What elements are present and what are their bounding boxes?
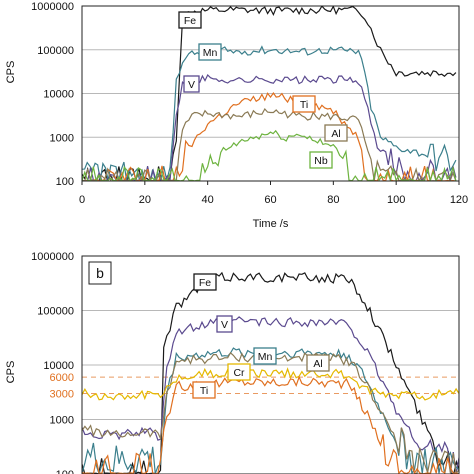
series-label: Mn bbox=[258, 351, 273, 363]
x-tick-label: 120 bbox=[450, 194, 468, 206]
y-tick-label: 100 bbox=[56, 469, 74, 474]
y-tick-label: 10000 bbox=[43, 360, 74, 372]
y-tick-label: 100000 bbox=[37, 306, 74, 318]
panel-label-box bbox=[88, 261, 112, 285]
x-axis-label: Time /s bbox=[253, 218, 289, 230]
reference-line-label: 6000 bbox=[50, 372, 74, 384]
series-label: Fe bbox=[184, 15, 196, 27]
y-tick-label: 1000000 bbox=[31, 251, 74, 263]
series-label-box bbox=[309, 151, 333, 169]
y-axis-label: CPS bbox=[5, 61, 17, 84]
x-tick-label: 0 bbox=[79, 194, 85, 206]
series-label-box bbox=[192, 381, 216, 399]
series-line-v bbox=[82, 316, 459, 474]
series-line-al bbox=[82, 351, 459, 474]
chart-panel-1: 100 1000 10000 100000 1000000 Fe Mn V Ti Al Nb 0 20 4… bbox=[5, 1, 468, 230]
y-tick-label: 10000 bbox=[43, 89, 74, 101]
x-tick-label: 80 bbox=[327, 194, 339, 206]
series-label: Al bbox=[313, 358, 322, 370]
chart-panel-2: 100 1000 10000 100000 1000000 6000 3000 Fe V Mn Al… bbox=[5, 251, 460, 474]
series-line-fe bbox=[82, 271, 459, 474]
series-line-cr bbox=[82, 366, 459, 401]
series-label-box bbox=[292, 95, 316, 113]
series-label-box bbox=[198, 43, 222, 61]
series-label-box bbox=[193, 273, 217, 291]
series-line-v bbox=[82, 73, 457, 181]
plot-frame bbox=[81, 255, 460, 474]
series-label-box bbox=[216, 315, 233, 333]
series-label-box bbox=[227, 363, 251, 381]
y-axis-label: CPS bbox=[5, 361, 17, 384]
series-label-box bbox=[324, 124, 348, 142]
series-label: Nb bbox=[314, 155, 328, 167]
y-tick-label: 1000000 bbox=[31, 1, 74, 13]
y-tick-label: 1000 bbox=[50, 415, 74, 427]
y-tick-label: 1000 bbox=[50, 132, 74, 144]
series-line-ti bbox=[82, 375, 459, 474]
series-line-nb bbox=[82, 129, 457, 181]
series-label: Al bbox=[331, 128, 340, 140]
series-line-al bbox=[82, 107, 457, 181]
x-tick-label: 100 bbox=[387, 194, 405, 206]
series-label: Ti bbox=[300, 99, 308, 111]
series-label: V bbox=[221, 319, 228, 331]
series-label-box bbox=[253, 347, 277, 365]
series-label: Mn bbox=[203, 47, 218, 59]
series-label-box bbox=[178, 11, 202, 29]
x-tick-label: 60 bbox=[264, 194, 276, 206]
series-label: Ti bbox=[200, 385, 208, 397]
y-tick-label: 100 bbox=[56, 176, 74, 188]
x-tick-label: 40 bbox=[202, 194, 214, 206]
reference-line-label: 3000 bbox=[50, 388, 74, 400]
y-tick-label: 100000 bbox=[37, 45, 74, 57]
series-label: Fe bbox=[199, 277, 211, 289]
series-label-box bbox=[306, 354, 330, 372]
series-label: V bbox=[188, 79, 195, 91]
series-label: Cr bbox=[233, 367, 245, 379]
x-tick-label: 20 bbox=[139, 194, 151, 206]
series-label-box bbox=[183, 75, 200, 93]
panel-label: b bbox=[96, 265, 104, 281]
